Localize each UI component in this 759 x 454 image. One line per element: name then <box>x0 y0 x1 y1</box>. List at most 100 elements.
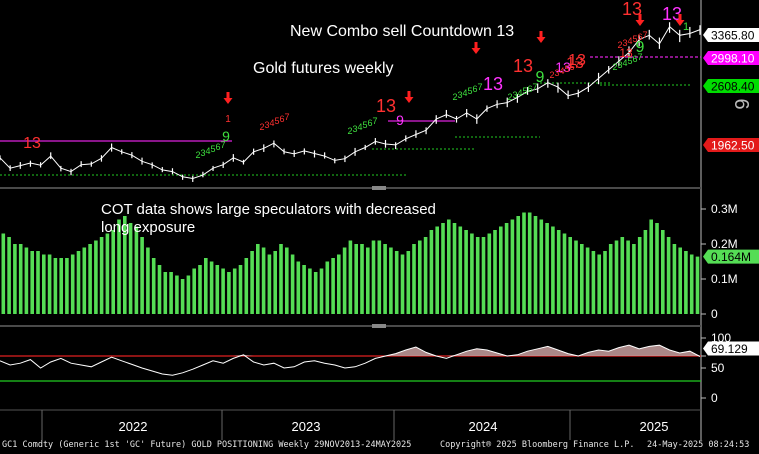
osc-value-label: 69.129 <box>703 341 759 356</box>
td-setup-count: 4 <box>205 146 210 156</box>
cot-bar <box>499 226 503 314</box>
cot-bar <box>296 261 301 314</box>
td-signal-label: 9 <box>636 39 645 56</box>
cot-annotation-line1: COT data shows large speculators with de… <box>101 201 436 218</box>
cot-bar <box>597 254 601 314</box>
cot-bar <box>637 237 642 314</box>
td-setup-count: 2 <box>195 150 200 160</box>
cot-bar <box>70 254 75 314</box>
td-setup-count: 4 <box>559 66 564 76</box>
cot-bar <box>267 254 272 314</box>
osc-value-label-bg <box>703 341 759 356</box>
cot-bar <box>447 219 451 314</box>
cot-bar <box>429 230 434 314</box>
td-setup-count: 3 <box>554 68 559 78</box>
cot-bar <box>383 244 387 314</box>
td-signal-label: 13 <box>568 52 586 69</box>
td-signal-label: 9 <box>222 128 230 144</box>
td-setup-count: 3 <box>200 148 205 158</box>
cot-bar <box>510 219 515 314</box>
cot-bar <box>175 275 179 314</box>
price-label-text: 2998.10 <box>711 52 755 66</box>
cot-bar <box>337 254 341 314</box>
cot-value-label-text: 0.164M <box>711 250 751 264</box>
x-axis-year-label: 2025 <box>640 419 669 434</box>
headline-annotation: New Combo sell Countdown 13 <box>290 23 515 40</box>
cot-bar <box>533 216 538 314</box>
sell-arrow-icon <box>404 91 414 103</box>
cot-bar <box>198 265 202 314</box>
cot-bar <box>608 244 613 314</box>
cot-bar <box>285 247 289 314</box>
cot-bar <box>423 237 428 314</box>
cot-bar <box>325 261 330 314</box>
cot-bar <box>24 247 29 314</box>
td-setup-count: 6 <box>637 32 642 42</box>
price-label: 1962.50 <box>703 138 759 153</box>
cot-bar <box>180 279 185 314</box>
cot-bar <box>82 247 87 314</box>
td-setup-count: 2 <box>259 122 264 132</box>
cot-bar <box>516 216 520 314</box>
cot-bar <box>464 230 468 314</box>
cot-bar <box>99 237 104 314</box>
price-label-bg <box>703 79 759 93</box>
td-setup-count: 7 <box>637 52 642 62</box>
cot-bar <box>163 272 168 314</box>
cot-bar <box>256 244 260 314</box>
td-setup-count: 6 <box>472 84 477 94</box>
cot-bar <box>580 244 584 314</box>
cot-bar <box>470 233 474 314</box>
cot-bar <box>400 254 405 314</box>
td-setup-count: 5 <box>467 86 472 96</box>
sell-arrow-icon <box>675 14 685 26</box>
td-setup-count: 7 <box>284 112 289 122</box>
cot-bar <box>551 226 555 314</box>
td-signal-label: 13 <box>23 135 41 152</box>
cot-bar <box>626 240 630 314</box>
td-setup-count: 2 <box>612 62 617 72</box>
price-close-line <box>0 25 701 180</box>
cot-bar <box>371 240 376 314</box>
cot-bar <box>238 265 243 314</box>
td-signal-label: 13 <box>376 96 396 116</box>
cot-bar <box>574 240 578 314</box>
td-setup-count: 7 <box>372 116 377 126</box>
td-setup-count: 3 <box>512 90 517 100</box>
cot-value-label-bg <box>703 249 759 264</box>
cot-bar <box>568 237 572 314</box>
osc-axis-tick: 50 <box>711 361 725 375</box>
cot-bar <box>418 240 422 314</box>
cot-bar <box>94 240 98 314</box>
price-chart-title: Gold futures weekly <box>253 60 394 77</box>
cot-bar <box>151 258 156 314</box>
sell-arrow-icon <box>223 92 233 104</box>
cot-bar <box>452 223 457 314</box>
td-setup-count: 6 <box>527 84 532 94</box>
cot-bar <box>319 268 324 314</box>
footer-timestamp: 24-May-2025 08:24:53 <box>647 440 750 450</box>
cot-bar <box>522 212 526 314</box>
price-label: 2998.10 <box>703 51 759 66</box>
cot-bar <box>128 223 133 314</box>
td-signal-label: 1 <box>683 21 689 33</box>
oscillator-line <box>0 344 701 376</box>
td-setup-count: 6 <box>279 114 284 124</box>
cot-bar <box>279 244 283 314</box>
cot-axis-tick: 0.1M <box>711 272 738 286</box>
td-signal-label: 13 <box>555 59 571 75</box>
cot-bar <box>377 240 382 314</box>
cot-bar <box>672 244 677 314</box>
td-setup-count: 7 <box>220 140 225 150</box>
cot-bar <box>655 223 659 314</box>
td-setup-count: 4 <box>269 118 274 128</box>
td-setup-count: 5 <box>274 116 279 126</box>
cot-bar <box>215 265 220 314</box>
cot-bar <box>186 275 191 314</box>
cot-bar <box>458 226 463 314</box>
td-setup-count: 3 <box>622 38 627 48</box>
cot-bar <box>527 212 532 314</box>
cot-bar <box>603 251 607 314</box>
cot-bar <box>250 251 254 314</box>
